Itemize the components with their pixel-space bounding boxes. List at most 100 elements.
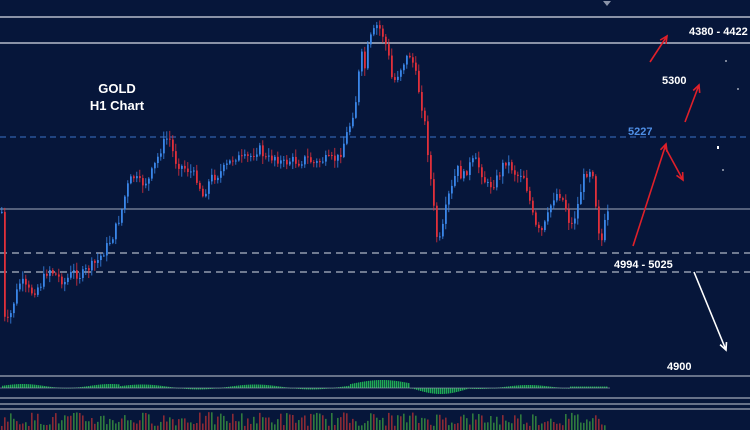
- volume-bar: [448, 425, 450, 430]
- volume-bar: [550, 418, 552, 430]
- volume-bar: [19, 424, 21, 430]
- volume-bar: [436, 414, 438, 430]
- macd-bar: [402, 381, 404, 388]
- macd-bar: [418, 388, 420, 391]
- macd-bar: [544, 385, 546, 388]
- candle-body: [103, 255, 105, 257]
- volume-bar: [577, 414, 579, 430]
- macd-bar: [262, 384, 264, 388]
- volume-bar: [55, 413, 57, 430]
- macd-bar: [130, 384, 132, 388]
- candle-body: [514, 170, 516, 175]
- macd-bar: [152, 384, 154, 388]
- macd-bar: [466, 388, 468, 390]
- candle-body: [451, 185, 453, 194]
- macd-bar: [232, 386, 234, 388]
- volume-bar: [424, 418, 426, 430]
- candle-body: [322, 161, 324, 163]
- candle-body: [406, 55, 408, 65]
- volume-bar: [256, 423, 258, 430]
- candle-body: [469, 162, 471, 175]
- candle-body: [589, 171, 591, 177]
- macd-bar: [472, 388, 474, 389]
- macd-bar: [238, 385, 240, 388]
- volume-bar: [40, 423, 42, 430]
- volume-bar: [232, 413, 234, 430]
- volume-bar: [334, 424, 336, 430]
- volume-bar: [493, 422, 495, 430]
- candle-body: [433, 179, 435, 206]
- macd-bar: [438, 388, 440, 394]
- macd-bar: [190, 388, 192, 390]
- macd-bar: [92, 385, 94, 388]
- candle-body: [391, 55, 393, 78]
- candle-body: [253, 155, 255, 157]
- macd-bar: [24, 384, 26, 388]
- volume-bar: [496, 416, 498, 430]
- macd-bar: [276, 386, 278, 388]
- arrow-down-to-4900-head: [719, 341, 728, 352]
- macd-bar: [280, 386, 282, 388]
- candle-body: [547, 212, 549, 222]
- volume-bar: [466, 418, 468, 430]
- candle-body: [241, 155, 243, 157]
- candle-body: [355, 102, 357, 118]
- macd-bar: [424, 388, 426, 393]
- candle-body: [70, 271, 72, 278]
- candle-body: [493, 187, 495, 189]
- candle-body: [1, 211, 3, 213]
- volume-bar: [139, 420, 141, 430]
- candle-body: [337, 154, 339, 161]
- arrow-up-to-5300: [684, 84, 700, 123]
- candle-body: [541, 228, 543, 231]
- volume-bar: [154, 425, 156, 430]
- macd-bar: [408, 383, 410, 388]
- candle-body: [193, 170, 195, 172]
- candle-body: [307, 156, 309, 158]
- volume-bar: [88, 421, 90, 430]
- macd-bar: [374, 380, 376, 388]
- macd-bar: [154, 385, 156, 388]
- macd-bar: [452, 388, 454, 393]
- candle-body: [226, 163, 228, 165]
- volume-bar: [457, 423, 459, 430]
- candle-body: [88, 268, 90, 271]
- macd-bar: [206, 388, 208, 390]
- macd-bar: [482, 388, 484, 389]
- macd-bar: [552, 386, 554, 388]
- macd-bar: [480, 388, 482, 389]
- volume-bar: [580, 422, 582, 430]
- macd-bar: [582, 386, 584, 388]
- candle-body: [28, 284, 30, 288]
- volume-bar: [22, 423, 24, 430]
- volume-bar: [79, 412, 81, 430]
- macd-bar: [354, 383, 356, 388]
- macd-bar: [52, 387, 54, 388]
- volume-bar: [562, 425, 564, 430]
- macd-bar: [84, 386, 86, 388]
- macd-bar: [324, 388, 326, 389]
- volume-bar: [136, 423, 138, 430]
- candle-body: [424, 110, 426, 122]
- macd-bar: [398, 381, 400, 388]
- candle-body: [46, 273, 48, 276]
- macd-bar: [578, 386, 580, 388]
- volume-bar: [379, 420, 381, 430]
- volume-bar: [37, 413, 39, 430]
- candle-body: [370, 34, 372, 45]
- macd-bar: [22, 384, 24, 388]
- volume-bar: [406, 422, 408, 430]
- volume-bar: [481, 415, 483, 430]
- candle-body: [199, 182, 201, 189]
- macd-bar: [172, 387, 174, 388]
- volume-bar: [439, 414, 441, 430]
- candle-body: [445, 204, 447, 224]
- macd-bar: [584, 386, 586, 388]
- candle-body: [607, 211, 609, 220]
- macd-bar: [316, 388, 318, 390]
- macd-bar: [346, 386, 348, 388]
- candle-body: [151, 168, 153, 179]
- volume-bar: [400, 416, 402, 430]
- volume-bar: [187, 422, 189, 430]
- volume-bar: [145, 412, 147, 430]
